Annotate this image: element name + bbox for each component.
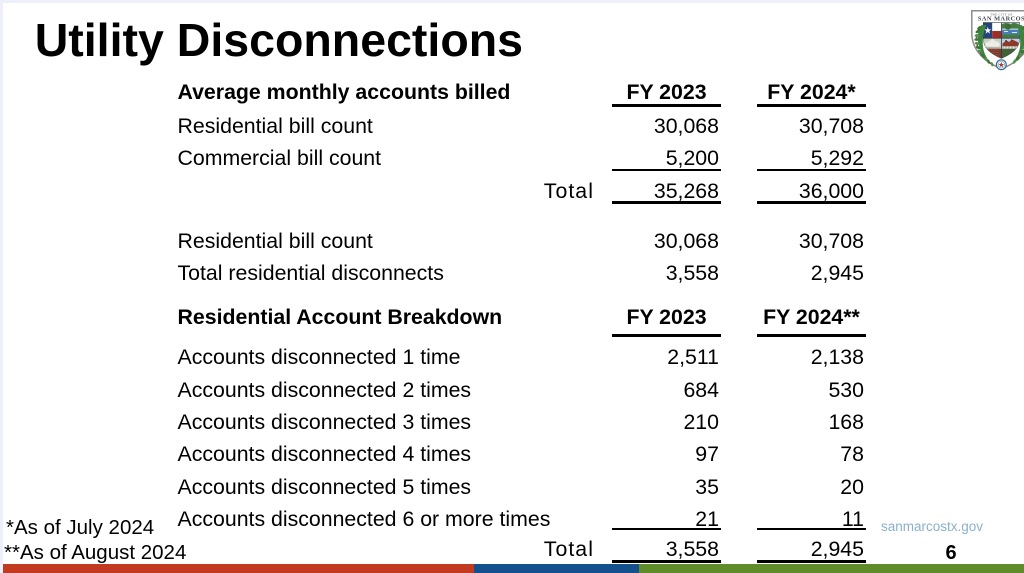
svg-text:THE CITY OF: THE CITY OF: [990, 12, 1012, 16]
svg-text:SAN MARCOS: SAN MARCOS: [978, 16, 1024, 23]
